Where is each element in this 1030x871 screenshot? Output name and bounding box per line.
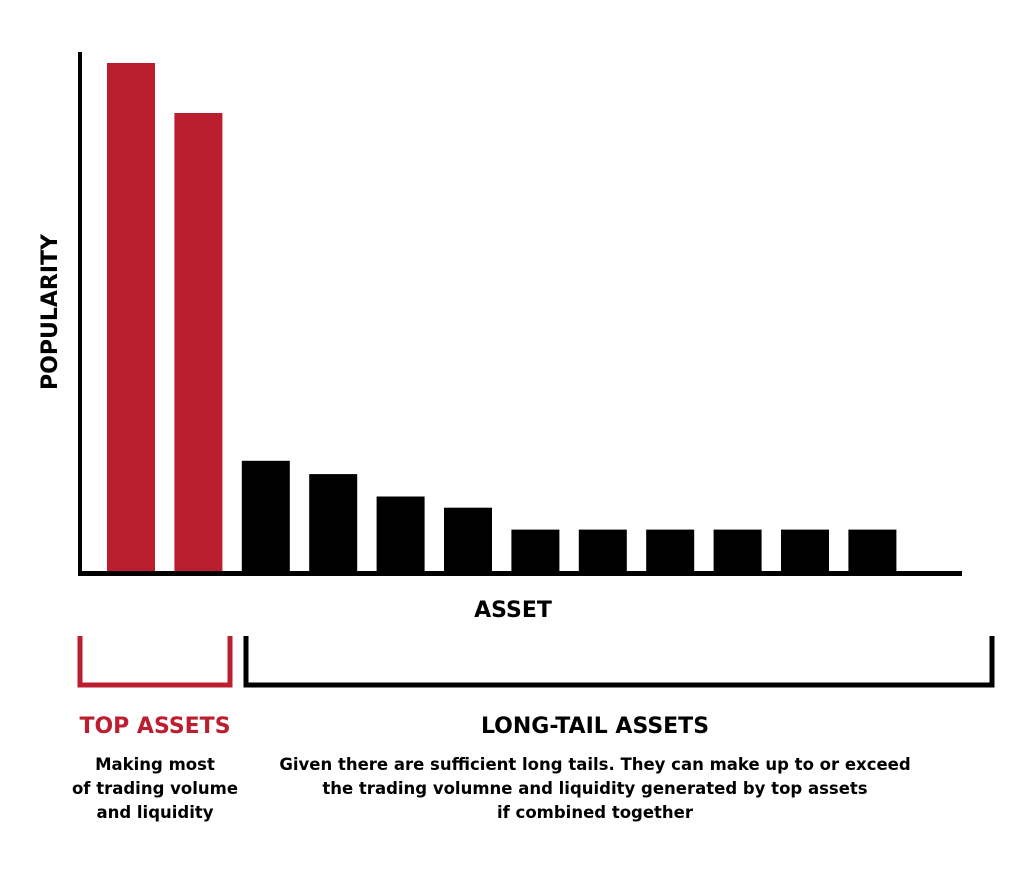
long-tail-bracket: [243, 636, 995, 688]
bar-8: [578, 529, 627, 573]
long-tail-desc-line-1: Given there are sufficient long tails. T…: [279, 755, 910, 774]
top-assets-desc-line-2: of trading volume: [72, 779, 238, 798]
bar-4: [309, 474, 358, 573]
x-axis-title: ASSET: [474, 598, 552, 623]
top-assets-bracket: [77, 636, 233, 688]
top-assets-title: TOP ASSETS: [79, 714, 230, 739]
bar-5: [376, 496, 425, 573]
bar-3: [241, 460, 290, 573]
top-assets-desc-line-3: and liquidity: [96, 803, 213, 822]
bar-11: [781, 529, 829, 573]
long-tail-desc-line-3: if combined together: [497, 803, 694, 822]
bar-9: [646, 529, 695, 573]
top-assets-desc-line-1: Making most: [95, 755, 215, 774]
bar-7: [511, 529, 560, 573]
long-tail-title: LONG-TAIL ASSETS: [481, 714, 709, 739]
bar-10: [713, 529, 762, 573]
bars-group: [107, 63, 897, 573]
y-axis-title: POPULARITY: [38, 233, 63, 390]
bar-12: [848, 529, 897, 573]
bar-2: [174, 113, 223, 573]
long-tail-desc-line-2: the trading volumne and liquidity genera…: [322, 779, 867, 798]
bar-1: [107, 63, 155, 573]
bar-6: [444, 507, 492, 573]
